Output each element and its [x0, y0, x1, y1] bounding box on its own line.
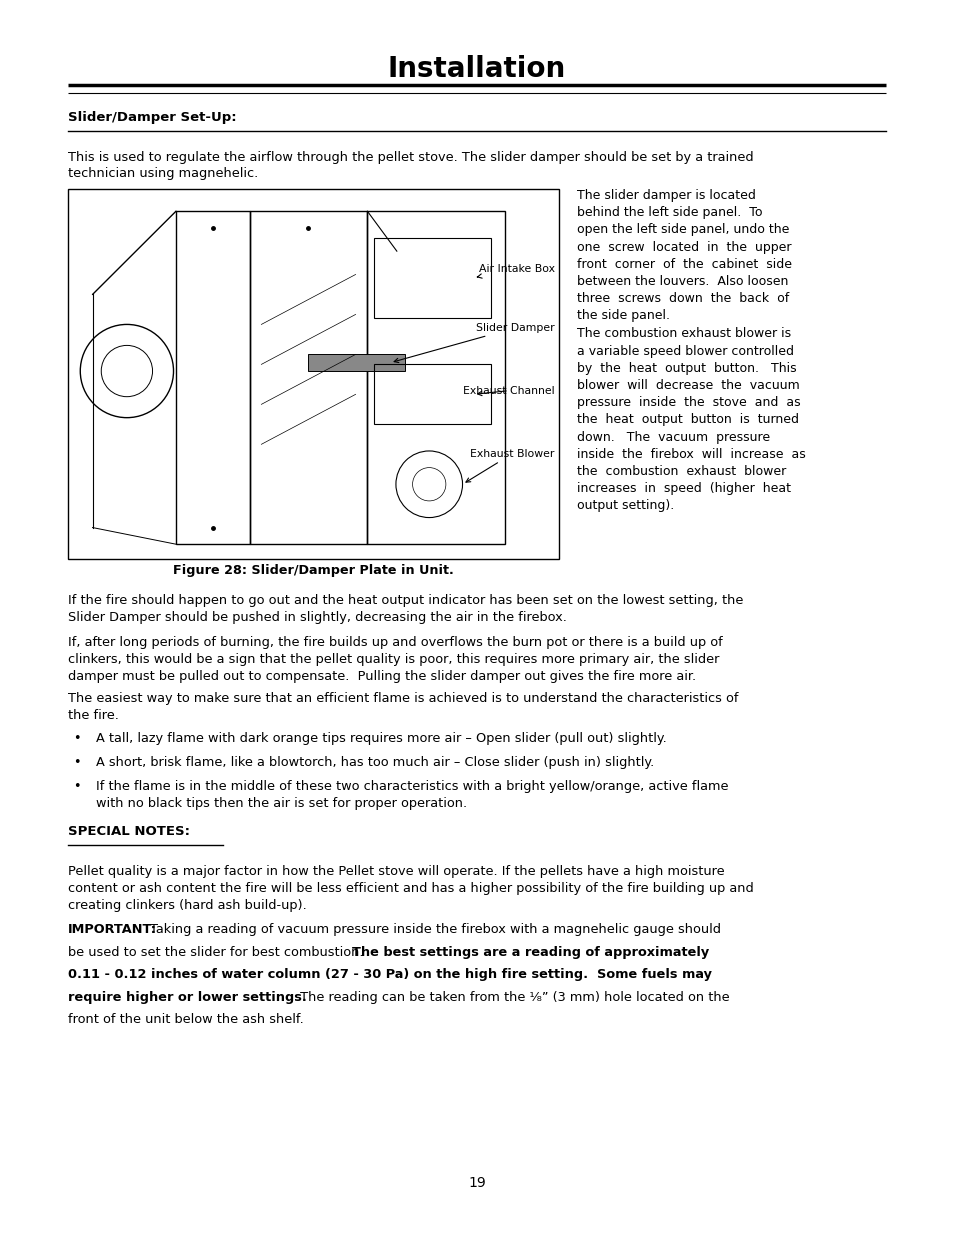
Text: Taking a reading of vacuum pressure inside the firebox with a magnehelic gauge s: Taking a reading of vacuum pressure insi…	[150, 923, 720, 936]
Text: Figure 28: Slider/Damper Plate in Unit.: Figure 28: Slider/Damper Plate in Unit.	[172, 564, 454, 577]
Text: The best settings are a reading of approximately: The best settings are a reading of appro…	[352, 946, 708, 958]
Text: If the flame is in the middle of these two characteristics with a bright yellow/: If the flame is in the middle of these t…	[96, 781, 728, 810]
Text: A tall, lazy flame with dark orange tips requires more air – Open slider (pull o: A tall, lazy flame with dark orange tips…	[96, 732, 666, 745]
Text: The easiest way to make sure that an efficient flame is achieved is to understan: The easiest way to make sure that an eff…	[68, 692, 738, 721]
Text: 0.11 - 0.12 inches of water column (27 - 30 Pa) on the high fire setting.  Some : 0.11 - 0.12 inches of water column (27 -…	[68, 968, 711, 981]
Text: The combustion exhaust blower is
a variable speed blower controlled
by  the  hea: The combustion exhaust blower is a varia…	[577, 327, 804, 513]
Text: SPECIAL NOTES:: SPECIAL NOTES:	[68, 825, 190, 839]
Text: •: •	[73, 756, 80, 769]
Text: Installation: Installation	[388, 56, 565, 83]
Text: •: •	[73, 732, 80, 745]
Text: Air Intake Box: Air Intake Box	[476, 263, 555, 278]
Text: The slider damper is located
behind the left side panel.  To
open the left side : The slider damper is located behind the …	[577, 189, 791, 322]
Text: This is used to regulate the airflow through the pellet stove. The slider damper: This is used to regulate the airflow thr…	[68, 151, 753, 180]
Text: IMPORTANT:: IMPORTANT:	[68, 923, 156, 936]
Text: require higher or lower settings.: require higher or lower settings.	[68, 990, 307, 1004]
Text: 19: 19	[468, 1176, 485, 1191]
Text: Exhaust Channel: Exhaust Channel	[463, 385, 555, 395]
Text: Exhaust Blower: Exhaust Blower	[465, 448, 555, 482]
Text: Pellet quality is a major factor in how the Pellet stove will operate. If the pe: Pellet quality is a major factor in how …	[68, 864, 753, 911]
Text: Slider Damper: Slider Damper	[394, 322, 555, 363]
Bar	[367, 211, 504, 545]
Text: If, after long periods of burning, the fire builds up and overflows the burn pot: If, after long periods of burning, the f…	[68, 636, 722, 683]
Text: front of the unit below the ash shelf.: front of the unit below the ash shelf.	[68, 1013, 303, 1026]
Bar	[250, 211, 367, 545]
Bar	[175, 211, 250, 545]
Text: •: •	[73, 781, 80, 793]
Bar	[68, 189, 558, 559]
Text: A short, brisk flame, like a blowtorch, has too much air – Close slider (push in: A short, brisk flame, like a blowtorch, …	[96, 756, 654, 769]
Bar	[308, 354, 404, 370]
Bar	[374, 364, 491, 425]
Text: be used to set the slider for best combustion.: be used to set the slider for best combu…	[68, 946, 367, 958]
Text: If the fire should happen to go out and the heat output indicator has been set o: If the fire should happen to go out and …	[68, 594, 742, 624]
Text: Slider/Damper Set-Up:: Slider/Damper Set-Up:	[68, 111, 236, 124]
Text: The reading can be taken from the ¹⁄₈” (3 mm) hole located on the: The reading can be taken from the ¹⁄₈” (…	[295, 990, 729, 1004]
Bar	[374, 238, 491, 317]
